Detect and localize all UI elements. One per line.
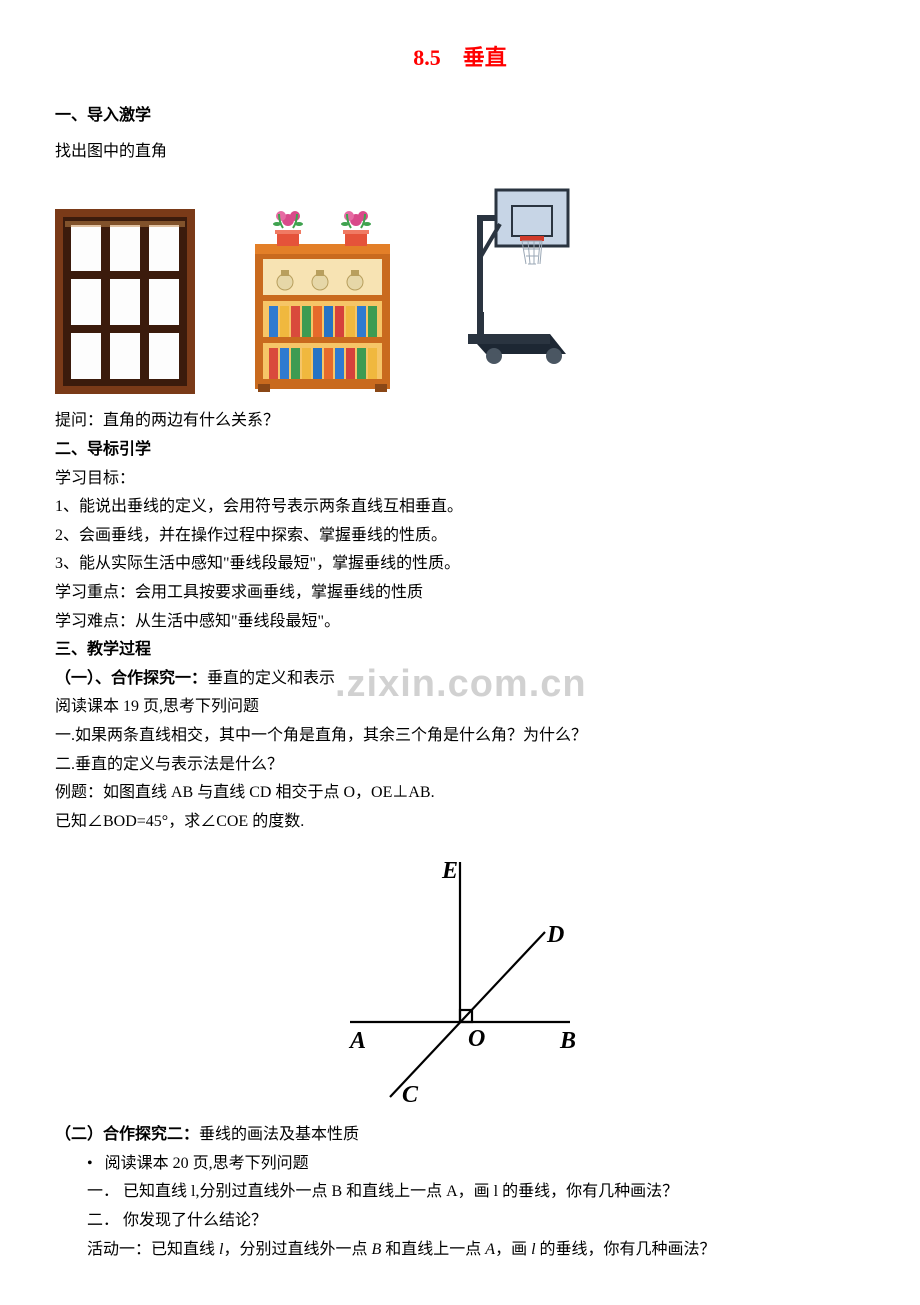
coop1-heading: （一）、合作探究一： — [55, 670, 207, 687]
label-E: E — [441, 858, 458, 884]
hoop-image — [450, 184, 590, 394]
coop1-l4: 例题：如图直线 AB 与直线 CD 相交于点 O，OE⊥AB. — [55, 780, 865, 806]
act-pre: 活动一：已知直线 — [87, 1241, 219, 1258]
bookshelf-svg — [235, 194, 410, 394]
act-mid3: ，画 — [495, 1241, 531, 1258]
bookshelf-image — [235, 194, 410, 394]
objectives-label: 学习目标： — [55, 466, 865, 492]
geometry-svg: E D A B O C — [320, 852, 600, 1112]
title-num: 8.5 — [413, 45, 441, 70]
act-end: 的垂线，你有几种画法？ — [536, 1241, 716, 1258]
coop2-sub: 垂线的画法及基本性质 — [199, 1126, 359, 1143]
title-text: 垂直 — [463, 45, 507, 70]
coop1-l1: 阅读课本 19 页,思考下列问题 — [55, 694, 865, 720]
window-svg — [55, 209, 195, 394]
hoop-svg — [450, 184, 590, 394]
coop2-heading: （二）合作探究二： — [55, 1126, 199, 1143]
section-3-heading: 三、教学过程 — [55, 637, 865, 663]
act-A: A — [485, 1241, 495, 1258]
coop2-activity: 活动一：已知直线 l，分别过直线外一点 B 和直线上一点 A，画 l 的垂线，你… — [55, 1237, 865, 1263]
section-1-line: 找出图中的直角 — [55, 139, 865, 165]
label-O: O — [468, 1026, 485, 1052]
act-B: B — [371, 1241, 381, 1258]
coop2-l2: 二． 你发现了什么结论？ — [55, 1208, 865, 1234]
objective-3: 3、能从实际生活中感知"垂线段最短"，掌握垂线的性质。 — [55, 551, 865, 577]
objective-2: 2、会画垂线，并在操作过程中探索、掌握垂线的性质。 — [55, 523, 865, 549]
label-C: C — [402, 1082, 419, 1108]
image-row — [55, 184, 865, 394]
coop2-bullet: 阅读课本 20 页,思考下列问题 — [55, 1151, 865, 1177]
coop2-heading-row: （二）合作探究二：垂线的画法及基本性质 — [55, 1122, 865, 1148]
difficulty-line: 学习难点：从生活中感知"垂线段最短"。 — [55, 609, 865, 635]
coop1-l3: 二.垂直的定义与表示法是什么？ — [55, 752, 865, 778]
act-mid2: 和直线上一点 — [381, 1241, 485, 1258]
objective-1: 1、能说出垂线的定义，会用符号表示两条直线互相垂直。 — [55, 494, 865, 520]
window-image — [55, 209, 195, 394]
section-1-heading: 一、导入激学 — [55, 103, 865, 129]
geometry-diagram: E D A B O C — [55, 852, 865, 1112]
coop1-l2: 一.如果两条直线相交，其中一个角是直角，其余三个角是什么角？为什么？ — [55, 723, 865, 749]
coop1-l5: 已知∠BOD=45°，求∠COE 的度数. — [55, 809, 865, 835]
page-title: 8.5 垂直 — [55, 40, 865, 75]
coop2-l1: 一． 已知直线 l,分别过直线外一点 B 和直线上一点 A，画 l 的垂线，你有… — [55, 1179, 865, 1205]
coop1-heading-row: （一）、合作探究一：垂直的定义和表示 .zixin.com.cn — [55, 666, 865, 692]
label-B: B — [559, 1028, 576, 1054]
focus-line: 学习重点：会用工具按要求画垂线，掌握垂线的性质 — [55, 580, 865, 606]
section-2-heading: 二、导标引学 — [55, 437, 865, 463]
act-mid1: ，分别过直线外一点 — [223, 1241, 371, 1258]
label-D: D — [546, 922, 564, 948]
prompt-after-images: 提问：直角的两边有什么关系？ — [55, 408, 865, 434]
label-A: A — [348, 1028, 366, 1054]
coop1-sub: 垂直的定义和表示 — [207, 670, 335, 687]
